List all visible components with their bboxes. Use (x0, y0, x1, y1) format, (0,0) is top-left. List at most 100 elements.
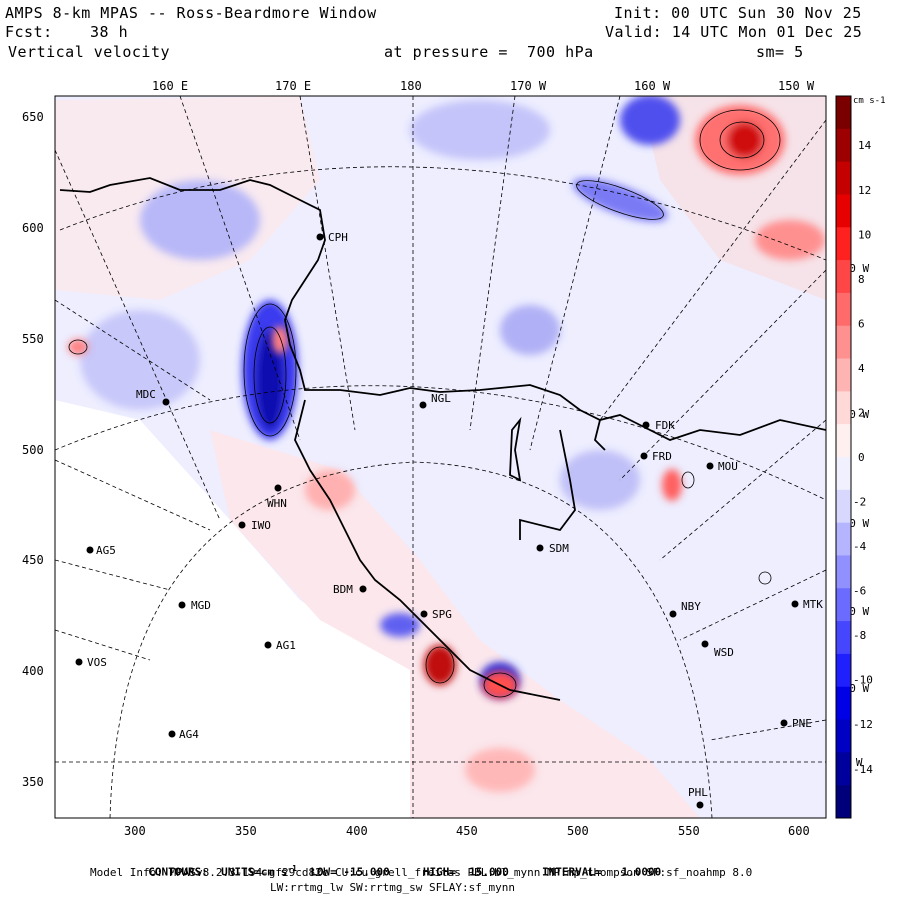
colorbar-labels: 14 12 10 8 6 4 2 0 -2 -4 -6 -8 -10 -12 -14 (853, 139, 873, 776)
valid-time: Valid: 14 UTC Mon 01 Dec 25 (605, 23, 863, 41)
station-sdm: SDM (536, 542, 569, 555)
colorbar-swatch (836, 588, 851, 622)
svg-text:PNE: PNE (792, 717, 812, 730)
pressure-level: at pressure = 700 hPa (384, 43, 594, 61)
colorbar-label: 6 (858, 317, 865, 330)
forecast-hour: 38 h (90, 23, 129, 41)
colorbar-label: 2 (858, 407, 865, 420)
colorbar-swatch (836, 457, 851, 491)
colorbar-swatch (836, 194, 851, 228)
lon-label-150w: 150 W (778, 79, 815, 93)
colorbar-label: 0 (858, 451, 865, 464)
station-mgd: MGD (178, 599, 211, 612)
lon-label-160e: 160 E (152, 79, 188, 93)
y-tick-400: 400 (22, 664, 44, 678)
colorbar: cm s-1 (835, 95, 886, 819)
svg-text:MDC: MDC (136, 388, 156, 401)
x-tick-450: 450 (456, 824, 478, 838)
colorbar-label: 8 (858, 273, 865, 286)
colorbar-swatch (836, 391, 851, 425)
smoothing-value: sm= 5 (756, 43, 804, 61)
x-tick-500: 500 (567, 824, 589, 838)
station-spg: SPG (420, 608, 452, 621)
colorbar-label: 4 (858, 362, 865, 375)
y-tick-350: 350 (22, 775, 44, 789)
station-wsd: WSD (701, 640, 734, 659)
colorbar-label: 12 (858, 184, 871, 197)
svg-text:AG1: AG1 (276, 639, 296, 652)
svg-text:NGL: NGL (431, 392, 451, 405)
svg-text:WSD: WSD (714, 646, 734, 659)
x-tick-350: 350 (235, 824, 257, 838)
x-axis: 300 350 400 450 500 550 600 (124, 824, 810, 838)
y-tick-650: 650 (22, 110, 44, 124)
field-name: Vertical velocity (8, 43, 171, 61)
colorbar-swatch (836, 489, 851, 524)
model-info: Model Info: MPASv8.2.3-194-gf29cd82c CU:… (90, 866, 753, 879)
colorbar-frame (835, 95, 852, 819)
x-tick-550: 550 (678, 824, 700, 838)
colorbar-label: -6 (853, 585, 866, 598)
colorbar-unit: cm s-1 (853, 96, 886, 106)
colorbar-swatch (836, 752, 851, 786)
station-iwo: IWO (238, 519, 271, 532)
contours-units: CONTOURS: UNITS=cm s (148, 865, 288, 879)
svg-text:SDM: SDM (549, 542, 569, 555)
contours-interval: INTERVAL= 1.0000 (542, 865, 662, 879)
lon-label-170w: 170 W (510, 79, 547, 93)
colorbar-swatch (836, 621, 851, 655)
colorbar-label: -10 (853, 674, 873, 687)
svg-text:NBY: NBY (681, 600, 701, 613)
stations: CPH MDC NGL FDK FRD MOU WHN IWO AG5 SDM … (75, 231, 823, 809)
colorbar-swatch (836, 227, 851, 261)
svg-text:AG5: AG5 (96, 544, 116, 557)
station-ag5: AG5 (86, 544, 116, 557)
station-ag1: AG1 (264, 639, 296, 652)
station-mdc: MDC (136, 388, 170, 406)
svg-text:BDM: BDM (333, 583, 353, 596)
lon-label-160w: 160 W (634, 79, 671, 93)
contours-units-exponent: -1 (287, 864, 297, 873)
colorbar-label: 14 (858, 139, 872, 152)
model-info-radiation: LW:rrtmg_lw SW:rrtmg_sw SFLAY:sf_mynn (270, 881, 516, 894)
y-tick-600: 600 (22, 221, 44, 235)
station-nby: NBY (669, 600, 701, 618)
colorbar-swatch (836, 292, 851, 327)
map-title: AMPS 8-km MPAS -- Ross-Beardmore Window (5, 4, 377, 22)
colorbar-swatch (836, 785, 851, 819)
contours-low: LOW= -15.000 (310, 865, 390, 879)
station-bdm: BDM (333, 583, 367, 596)
station-vos: VOS (75, 656, 107, 669)
station-cph: CPH (316, 231, 348, 244)
init-time: Init: 00 UTC Sun 30 Nov 25 (614, 4, 862, 22)
plot-frame (54, 95, 827, 819)
svg-text:MGD: MGD (191, 599, 211, 612)
colorbar-swatch (836, 555, 851, 589)
x-tick-400: 400 (346, 824, 368, 838)
contours-info: CONTOURS: UNITS=cm s-1 LOW= -15.000 HIGH… (135, 851, 661, 879)
colorbar-swatch (836, 719, 851, 753)
lon-label-170e: 170 E (275, 79, 311, 93)
colorbar-swatch (836, 522, 851, 556)
station-mou: MOU (706, 460, 738, 473)
x-tick-300: 300 (124, 824, 146, 838)
colorbar-label: -4 (853, 540, 867, 553)
svg-text:CPH: CPH (328, 231, 348, 244)
colorbar-label: 10 (858, 228, 871, 241)
y-tick-550: 550 (22, 332, 44, 346)
graticule (55, 96, 826, 818)
lon-label-180: 180 (400, 79, 422, 93)
colorbar-swatch (836, 128, 851, 163)
colorbar-label: -14 (853, 763, 873, 776)
y-tick-500: 500 (22, 443, 44, 457)
forecast-label: Fcst: (5, 23, 53, 41)
station-ngl: NGL (419, 392, 451, 409)
station-fdk: FDK (642, 419, 675, 432)
x-tick-600: 600 (788, 824, 810, 838)
colorbar-swatch (836, 161, 851, 195)
svg-text:MTK: MTK (803, 598, 823, 611)
svg-text:WHN: WHN (267, 497, 287, 510)
svg-text:IWO: IWO (251, 519, 271, 532)
colorbar-swatch (836, 424, 851, 458)
